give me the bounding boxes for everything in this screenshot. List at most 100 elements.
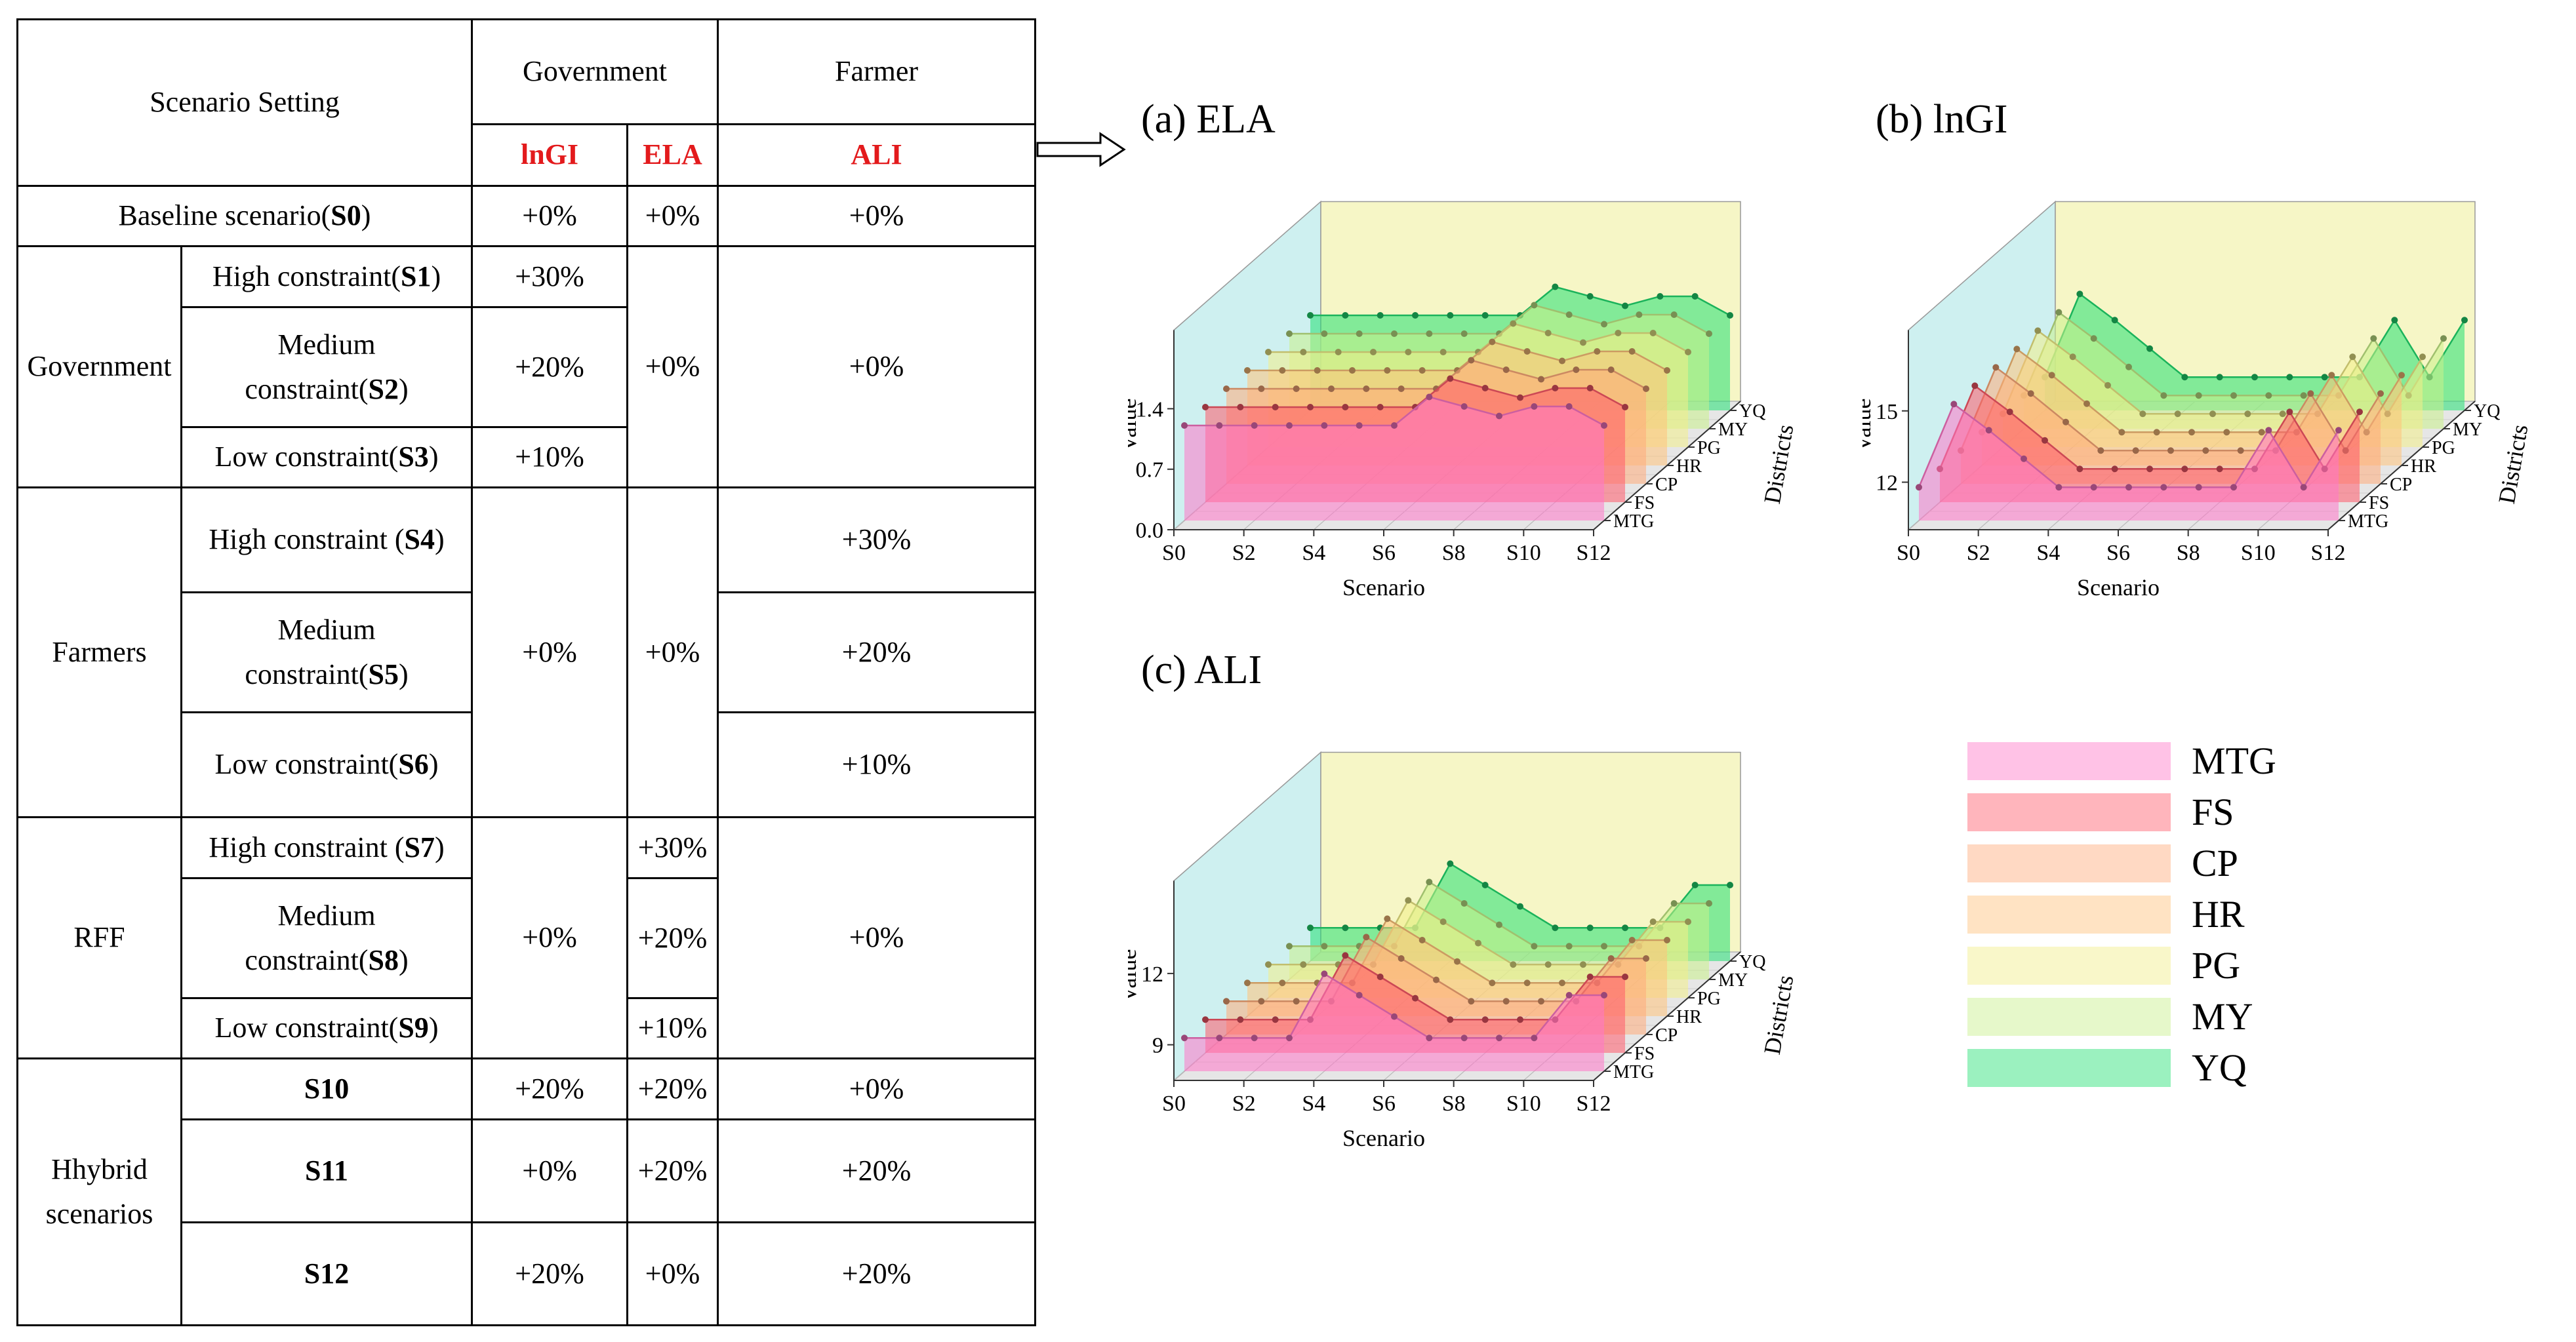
chart-legend: MTG FS CP HR PG MY YQ bbox=[1967, 740, 2276, 1089]
row-s10-ela: +20% bbox=[626, 1057, 719, 1120]
data-point-my bbox=[2265, 392, 2272, 399]
row-s7-label: High constraint (S7) bbox=[180, 816, 473, 879]
data-point-my bbox=[1391, 330, 1398, 337]
header-scenario-setting: Scenario Setting bbox=[16, 18, 473, 187]
row-s5-ali: +20% bbox=[717, 591, 1036, 713]
right-arrow-icon bbox=[1036, 132, 1126, 167]
data-point-yq bbox=[2146, 345, 2153, 352]
rff-lngi: +0% bbox=[471, 816, 628, 1059]
row-s11-ali: +20% bbox=[717, 1118, 1036, 1223]
x-tick-label: S0 bbox=[1162, 1092, 1186, 1116]
data-point-fs bbox=[1237, 1016, 1244, 1023]
data-point-cp bbox=[2097, 447, 2104, 454]
data-point-my bbox=[1565, 311, 1573, 318]
data-point-my bbox=[1426, 878, 1433, 886]
data-point-my bbox=[1706, 900, 1712, 907]
data-point-pg bbox=[1300, 349, 1307, 355]
legend-label-yq: YQ bbox=[2192, 1046, 2247, 1089]
data-point-fs bbox=[1447, 1016, 1454, 1023]
data-point-pg bbox=[1405, 349, 1412, 355]
data-point-cp bbox=[2307, 390, 2314, 397]
z-tick-label: HR bbox=[2411, 456, 2436, 477]
data-point-hr bbox=[1664, 937, 1670, 943]
data-point-pg bbox=[1439, 349, 1447, 355]
z-tick-label: YQ bbox=[1739, 952, 1765, 972]
x-tick-label: S6 bbox=[1372, 1092, 1396, 1116]
data-point-hr bbox=[2048, 372, 2055, 379]
data-point-pg bbox=[1615, 330, 1622, 336]
data-point-yq bbox=[2321, 374, 2328, 381]
data-point-yq bbox=[1727, 882, 1733, 888]
data-point-mtg bbox=[1321, 970, 1328, 977]
data-point-fs bbox=[2111, 465, 2118, 473]
data-point-my bbox=[1286, 943, 1293, 950]
data-point-fs bbox=[1412, 995, 1419, 1002]
data-point-yq bbox=[1727, 312, 1733, 319]
data-point-yq bbox=[2181, 374, 2188, 381]
data-point-pg bbox=[2139, 410, 2146, 418]
z-tick-label: CP bbox=[2390, 475, 2412, 495]
data-point-my bbox=[1460, 330, 1468, 337]
data-point-fs bbox=[1586, 385, 1594, 391]
data-point-my bbox=[1460, 900, 1468, 907]
data-point-yq bbox=[1622, 302, 1628, 309]
data-point-my bbox=[2195, 392, 2202, 399]
row-baseline-label: Baseline scenario(S0) bbox=[16, 185, 473, 247]
group-farmers: Farmers bbox=[16, 486, 182, 818]
data-point-cp bbox=[2377, 390, 2384, 397]
data-point-hr bbox=[1384, 915, 1391, 922]
y-tick-label: 0.0 bbox=[1136, 519, 1164, 543]
data-point-mtg bbox=[1985, 427, 1992, 434]
legend-label-my: MY bbox=[2192, 995, 2253, 1038]
data-point-mtg bbox=[2125, 484, 2132, 491]
row-s11-lngi: +0% bbox=[471, 1118, 628, 1223]
data-point-hr bbox=[2153, 429, 2160, 436]
group-hybrid: Hhybrid scenarios bbox=[16, 1057, 182, 1326]
data-point-cp bbox=[1398, 955, 1405, 962]
data-point-mtg bbox=[1251, 422, 1258, 429]
data-point-fs bbox=[1447, 375, 1454, 382]
z-tick-label: YQ bbox=[2474, 401, 2500, 422]
data-point-fs bbox=[2146, 465, 2153, 473]
data-point-mtg bbox=[1426, 393, 1433, 401]
z-tick-label: MY bbox=[1718, 970, 1748, 991]
data-point-mtg bbox=[1496, 1035, 1502, 1042]
header-ela: ELA bbox=[626, 123, 719, 187]
data-point-pg bbox=[2034, 327, 2042, 334]
y-tick-label: 12 bbox=[1141, 962, 1163, 987]
row-s10-lngi: +20% bbox=[471, 1057, 628, 1120]
data-point-yq bbox=[1586, 924, 1594, 932]
x-tick-label: S4 bbox=[2036, 541, 2060, 565]
data-point-cp bbox=[1468, 998, 1475, 1005]
row-baseline-ela: +0% bbox=[626, 185, 719, 247]
data-point-cp bbox=[1398, 385, 1405, 392]
data-point-cp bbox=[2063, 418, 2069, 425]
data-point-my bbox=[2160, 392, 2167, 399]
data-point-pg bbox=[1475, 939, 1481, 947]
data-point-mtg bbox=[1216, 422, 1223, 429]
data-point-hr bbox=[1559, 357, 1565, 365]
data-point-cp bbox=[1468, 357, 1475, 364]
data-point-pg bbox=[2244, 410, 2251, 418]
data-point-my bbox=[2090, 335, 2097, 342]
data-point-cp bbox=[1538, 376, 1544, 383]
data-point-my bbox=[1636, 311, 1643, 318]
x-tick-label: S4 bbox=[1302, 1092, 1325, 1116]
x-tick-label: S0 bbox=[1162, 541, 1186, 565]
data-point-cp bbox=[1607, 366, 1615, 373]
data-point-my bbox=[1670, 311, 1678, 318]
data-point-cp bbox=[1502, 366, 1510, 373]
data-point-hr bbox=[1279, 367, 1286, 374]
legend-swatch-yq bbox=[1967, 1049, 2171, 1087]
legend-label-cp: CP bbox=[2192, 842, 2238, 884]
data-point-hr bbox=[1628, 348, 1636, 355]
data-point-hr bbox=[1523, 348, 1531, 355]
data-point-yq bbox=[1552, 924, 1559, 932]
x-tick-label: S8 bbox=[1442, 1092, 1466, 1116]
row-baseline-lngi: +0% bbox=[471, 185, 628, 247]
row-s1-label: High constraint(S1) bbox=[180, 245, 473, 308]
data-point-fs bbox=[2042, 437, 2048, 444]
header-ali: ALI bbox=[717, 123, 1036, 187]
farmers-lngi: +0% bbox=[471, 486, 628, 818]
data-point-cp bbox=[1363, 934, 1370, 941]
